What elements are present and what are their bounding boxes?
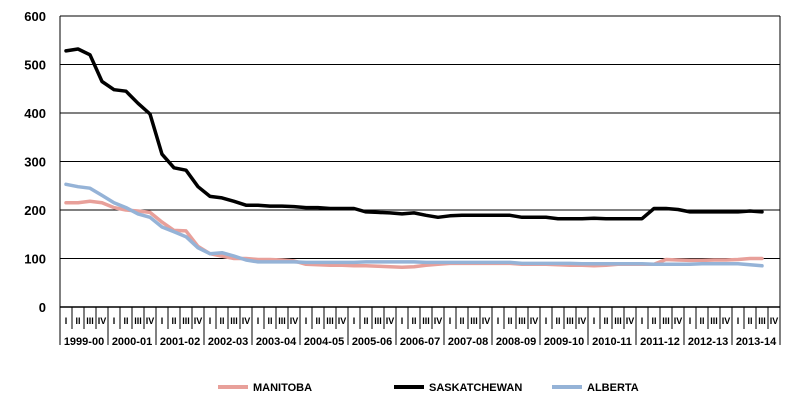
quarter-label: II [123, 316, 128, 326]
quarter-label: III [278, 316, 286, 326]
quarter-label: II [507, 316, 512, 326]
fiscal-year-label: 2007-08 [448, 336, 488, 348]
y-axis: 0 100 200 300 400 500 600 [24, 9, 781, 315]
quarter-label: IV [674, 316, 683, 326]
quarter-label: I [401, 316, 404, 326]
quarter-label: II [699, 316, 704, 326]
quarter-label: III [566, 316, 574, 326]
quarter-label: III [86, 316, 94, 326]
quarter-label: I [113, 316, 116, 326]
legend-label: MANITOBA [253, 382, 312, 394]
quarter-label: IV [482, 316, 491, 326]
fiscal-year-label: 2013-14 [736, 336, 777, 348]
gridlines [60, 15, 780, 259]
quarter-label: I [641, 316, 644, 326]
quarter-label: II [267, 316, 272, 326]
quarter-label: II [459, 316, 464, 326]
quarter-label: IV [194, 316, 203, 326]
quarter-label: I [209, 316, 212, 326]
fiscal-year-label: 2011-12 [640, 336, 680, 348]
quarter-label: III [662, 316, 670, 326]
quarter-label: III [614, 316, 622, 326]
quarter-label: III [134, 316, 142, 326]
fiscal-year-label: 2012-13 [688, 336, 728, 348]
quarter-label: II [555, 316, 560, 326]
y-tick-label: 600 [24, 9, 46, 24]
quarter-label: I [737, 316, 740, 326]
quarter-label: I [353, 316, 356, 326]
quarter-label: IV [338, 316, 347, 326]
quarter-label: IV [98, 316, 107, 326]
quarter-label: III [422, 316, 430, 326]
quarter-label: III [374, 316, 382, 326]
fiscal-year-label: 2000-01 [112, 336, 152, 348]
quarter-label: I [161, 316, 164, 326]
quarter-label: IV [242, 316, 251, 326]
quarter-label: II [219, 316, 224, 326]
quarter-label: I [689, 316, 692, 326]
legend-label: SASKATCHEWAN [429, 382, 522, 394]
quarter-label: III [182, 316, 190, 326]
fiscal-year-label: 2005-06 [352, 336, 392, 348]
quarter-label: IV [290, 316, 299, 326]
fiscal-year-label: 2001-02 [160, 336, 200, 348]
series-lines [64, 47, 764, 269]
quarter-label: I [593, 316, 596, 326]
fiscal-year-label: 2006-07 [400, 336, 440, 348]
quarter-label: II [651, 316, 656, 326]
quarter-label: III [518, 316, 526, 326]
y-tick-label: 300 [24, 155, 46, 170]
quarter-label: IV [434, 316, 443, 326]
quarter-label: III [326, 316, 334, 326]
fiscal-year-label: 2003-04 [256, 336, 297, 348]
fiscal-year-label: 1999-00 [64, 336, 104, 348]
quarter-label: II [171, 316, 176, 326]
quarter-label: II [411, 316, 416, 326]
quarter-label: III [470, 316, 478, 326]
y-tick-label: 200 [24, 203, 46, 218]
quarter-label: II [603, 316, 608, 326]
fiscal-year-label: 2002-03 [208, 336, 248, 348]
fiscal-year-label: 2004-05 [304, 336, 344, 348]
quarter-label: III [230, 316, 238, 326]
quarter-label: IV [530, 316, 539, 326]
legend-label: ALBERTA [587, 382, 639, 394]
y-tick-label: 0 [39, 300, 46, 315]
quarter-label: I [449, 316, 452, 326]
quarter-label: I [65, 316, 68, 326]
fiscal-year-label: 2008-09 [496, 336, 536, 348]
quarter-label: IV [578, 316, 587, 326]
quarter-label: II [75, 316, 80, 326]
x-axis: I II III IV I II III IV I II III IV I II III IV I II III IV… [59, 306, 781, 348]
quarter-label: III [758, 316, 766, 326]
y-tick-label: 500 [24, 58, 46, 73]
quarter-label: II [363, 316, 368, 326]
legend: MANITOBA SASKATCHEWAN ALBERTA [218, 382, 639, 394]
quarter-label: I [305, 316, 308, 326]
quarter-label: III [710, 316, 718, 326]
quarter-label: I [497, 316, 500, 326]
quarter-label: II [315, 316, 320, 326]
fiscal-year-label: 2009-10 [544, 336, 584, 348]
quarter-label: IV [146, 316, 155, 326]
quarter-label: IV [770, 316, 779, 326]
quarter-label: I [545, 316, 548, 326]
quarter-label: IV [722, 316, 731, 326]
series-line-saskatchewan [64, 47, 764, 221]
y-tick-label: 400 [24, 106, 46, 121]
y-tick-label: 100 [24, 252, 46, 267]
quarter-label: I [257, 316, 260, 326]
fiscal-year-label: 2010-11 [592, 336, 632, 348]
quarter-label: II [747, 316, 752, 326]
quarter-label: IV [386, 316, 395, 326]
quarter-label: IV [626, 316, 635, 326]
series-line-alberta [64, 182, 764, 268]
